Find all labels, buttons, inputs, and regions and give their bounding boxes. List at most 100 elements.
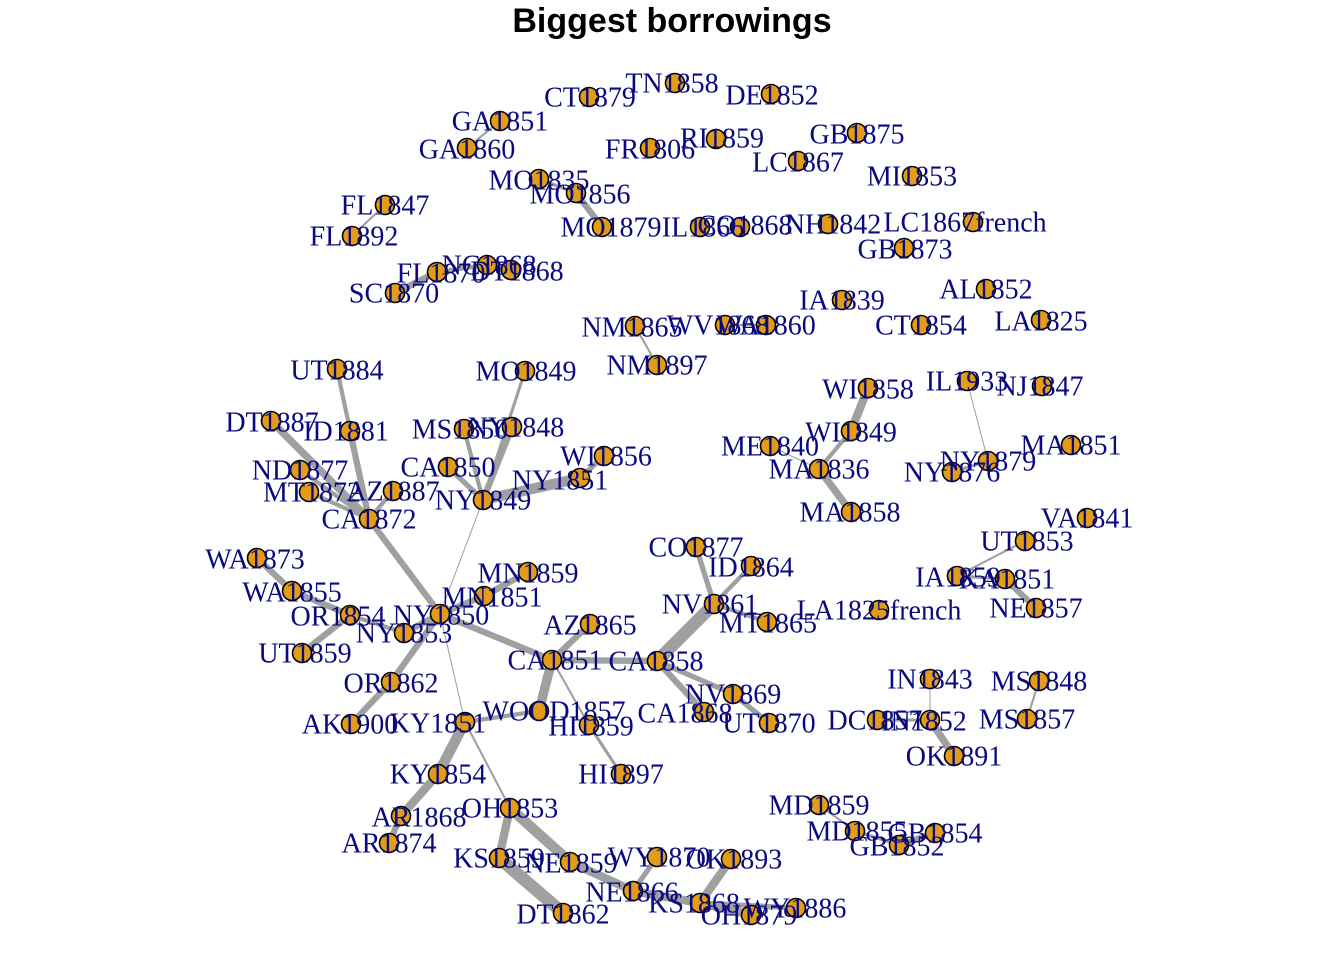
node-ID1864[interactable] (740, 555, 762, 577)
node-UT1884[interactable] (326, 358, 348, 380)
node-CA1868[interactable] (693, 701, 715, 723)
node-CA1851[interactable] (541, 649, 563, 671)
node-OR1862[interactable] (380, 671, 402, 693)
node-MT1865[interactable] (756, 611, 778, 633)
node-HI1859[interactable] (578, 714, 600, 736)
node-IN1843[interactable] (919, 668, 941, 690)
node-WA1855[interactable] (281, 580, 303, 602)
node-CO1868[interactable] (729, 216, 751, 238)
node-DE1852[interactable] (760, 83, 782, 105)
node-MN1851[interactable] (473, 585, 495, 607)
node-MT1872[interactable] (298, 481, 320, 503)
node-FR1806[interactable] (639, 137, 661, 159)
node-MD1855[interactable] (844, 820, 866, 842)
node-HI1897[interactable] (610, 763, 632, 785)
node-CA1872[interactable] (358, 508, 380, 530)
node-DC1857[interactable] (866, 709, 888, 731)
node-CO1877[interactable] (685, 536, 707, 558)
node-CA1850[interactable] (437, 456, 459, 478)
node-OH1879[interactable] (740, 904, 762, 926)
node-MA1851[interactable] (1060, 434, 1082, 456)
node-IA1859[interactable] (946, 565, 968, 587)
node-SC1870[interactable] (384, 282, 406, 304)
node-ND1877[interactable] (289, 459, 311, 481)
node-RI1859[interactable] (705, 128, 727, 150)
node-GB1854[interactable] (924, 822, 946, 844)
node-MO1856[interactable] (565, 182, 587, 204)
node-LA1825[interactable] (1030, 309, 1052, 331)
node-NJ1847[interactable] (1031, 375, 1053, 397)
node-UT1870[interactable] (758, 712, 780, 734)
node-NY1848[interactable] (501, 416, 523, 438)
node-GA1860[interactable] (456, 137, 478, 159)
node-GA1851[interactable] (489, 110, 511, 132)
node-DT1862[interactable] (552, 902, 574, 924)
node-NE1859[interactable] (559, 851, 581, 873)
node-WY1886[interactable] (785, 897, 807, 919)
node-CT1879[interactable] (578, 86, 600, 108)
node-KS1859[interactable] (488, 847, 510, 869)
node-NH1842[interactable] (817, 213, 839, 235)
node-GB1875[interactable] (846, 122, 868, 144)
node-WA1860[interactable] (755, 314, 777, 336)
node-AR1868[interactable] (390, 805, 412, 827)
node-AK1900[interactable] (340, 713, 362, 735)
node-NV1869[interactable] (722, 683, 744, 705)
node-ME1840[interactable] (759, 435, 781, 457)
node-WOOD1857[interactable] (528, 700, 550, 722)
node-NY1850[interactable] (429, 603, 451, 625)
node-CT1854[interactable] (910, 314, 932, 336)
node-NY1879[interactable] (977, 450, 999, 472)
node-AL1852[interactable] (975, 278, 997, 300)
node-DT1868[interactable] (500, 259, 522, 281)
node-IA1839[interactable] (831, 289, 853, 311)
node-FL1892[interactable] (341, 225, 363, 247)
node-WA1873[interactable] (246, 547, 268, 569)
node-WV1868[interactable] (714, 314, 736, 336)
node-NE1866[interactable] (622, 880, 644, 902)
node-OK1893[interactable] (720, 848, 742, 870)
node-LC1867french[interactable] (962, 211, 984, 233)
node-TN1858[interactable] (664, 72, 686, 94)
node-NY1849[interactable] (472, 489, 494, 511)
node-NE1857[interactable] (1025, 597, 1047, 619)
node-MA1836[interactable] (808, 458, 830, 480)
node-KS1868[interactable] (689, 892, 711, 914)
node-IL1866[interactable] (689, 216, 711, 238)
node-LA1825french[interactable] (868, 599, 890, 621)
node-AZ1865[interactable] (579, 613, 601, 635)
node-NY1853[interactable] (393, 622, 415, 644)
node-MN1859[interactable] (517, 561, 539, 583)
node-OR1854[interactable] (339, 604, 361, 626)
node-MS1857[interactable] (1016, 708, 1038, 730)
node-LC1867[interactable] (787, 150, 809, 172)
node-UT1853[interactable] (1014, 530, 1036, 552)
node-AZ1887[interactable] (382, 480, 404, 502)
node-GB1873[interactable] (893, 237, 915, 259)
node-NV1861[interactable] (703, 593, 725, 615)
node-OK1891[interactable] (943, 745, 965, 767)
node-MA1858[interactable] (840, 501, 862, 523)
node-ID1881[interactable] (339, 420, 361, 442)
node-WI1856[interactable] (593, 445, 615, 467)
node-MO1835[interactable] (528, 168, 550, 190)
node-FL1870[interactable] (426, 261, 448, 283)
node-IN1852[interactable] (919, 709, 941, 731)
node-MO1879[interactable] (591, 216, 613, 238)
node-MS1848[interactable] (1028, 670, 1050, 692)
node-IL1933[interactable] (956, 370, 978, 392)
node-KY1854[interactable] (427, 763, 449, 785)
node-MO1849[interactable] (514, 360, 536, 382)
node-GB1852[interactable] (888, 834, 910, 856)
node-NY1876[interactable] (941, 461, 963, 483)
node-NM1897[interactable] (646, 354, 668, 376)
node-NM1865[interactable] (624, 315, 646, 337)
node-KY1851[interactable] (454, 711, 476, 733)
node-MS1850[interactable] (453, 418, 475, 440)
node-OH1853[interactable] (499, 797, 521, 819)
node-UT1859[interactable] (291, 642, 313, 664)
node-KA1851[interactable] (994, 568, 1016, 590)
node-VA1841[interactable] (1076, 507, 1098, 529)
node-NC1868[interactable] (476, 254, 498, 276)
node-MI1853[interactable] (901, 165, 923, 187)
